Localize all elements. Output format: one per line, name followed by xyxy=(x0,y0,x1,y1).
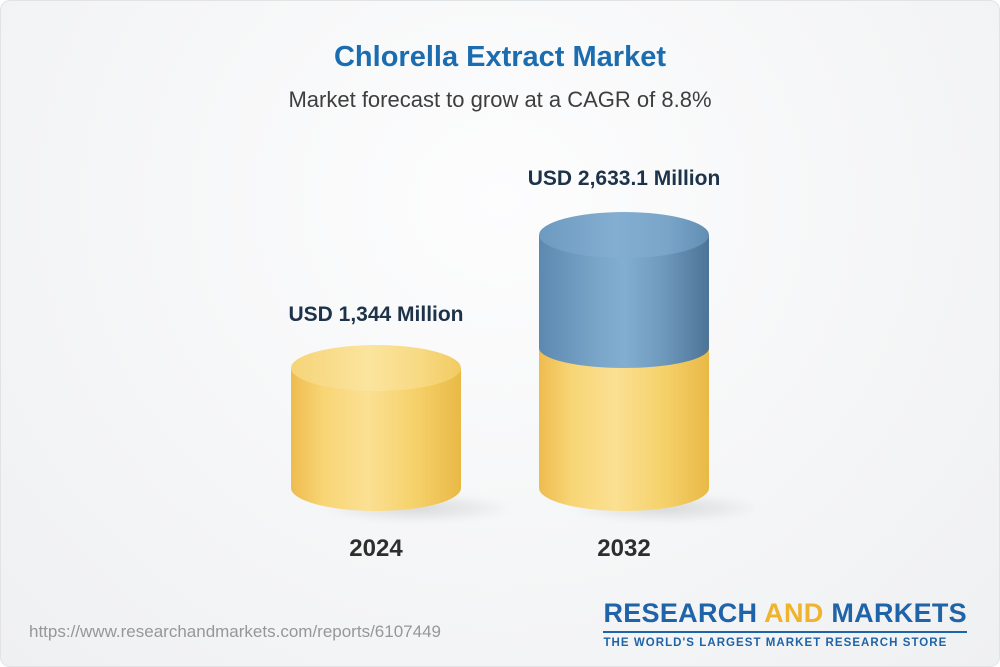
bar-2024-category-label: 2024 xyxy=(349,535,403,562)
logo-word-research: RESEARCH xyxy=(603,598,758,628)
bar-2024-top-ellipse xyxy=(291,345,461,391)
bar-2024-cylinder xyxy=(291,345,461,511)
research-and-markets-logo: RESEARCH AND MARKETS THE WORLD'S LARGEST… xyxy=(603,598,967,649)
logo-word-and: AND xyxy=(764,598,824,628)
bar-2032-base-segment xyxy=(539,342,709,511)
chart-subtitle: Market forecast to grow at a CAGR of 8.8… xyxy=(288,87,712,112)
logo-wordmark: RESEARCH AND MARKETS xyxy=(603,598,967,629)
bar-2032-category-label: 2032 xyxy=(597,535,651,562)
bar-2032-value-label: USD 2,633.1 Million xyxy=(527,167,721,190)
logo-divider-rule xyxy=(603,631,967,633)
bar-2024-value-label: USD 1,344 Million xyxy=(288,303,464,326)
logo-tagline: THE WORLD'S LARGEST MARKET RESEARCH STOR… xyxy=(603,637,948,649)
bar-2032-top-ellipse xyxy=(539,212,709,258)
report-url: https://www.researchandmarkets.com/repor… xyxy=(29,622,441,641)
logo-word-markets: MARKETS xyxy=(831,598,967,628)
bar-2024-body-segment xyxy=(291,368,461,511)
chart-title: Chlorella Extract Market xyxy=(333,41,666,73)
bar-2032-cylinder xyxy=(539,212,709,511)
